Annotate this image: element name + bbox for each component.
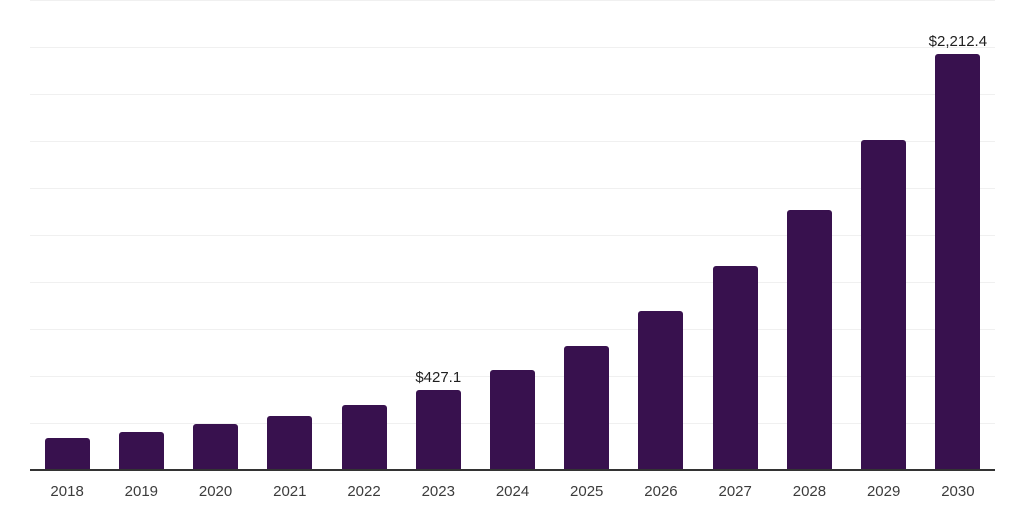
bar-2018[interactable]: [44, 438, 90, 470]
x-axis-label-2023: 2023: [421, 483, 455, 500]
bar-2026[interactable]: [638, 310, 684, 470]
gridline: [30, 141, 995, 142]
gridline: [30, 0, 995, 1]
bar-2025[interactable]: [564, 345, 610, 470]
x-axis-label-2019: 2019: [124, 483, 159, 500]
x-axis-label-2026: 2026: [644, 483, 678, 500]
bar-2029[interactable]: [861, 139, 907, 470]
gridline: [30, 188, 995, 189]
bar-2022[interactable]: [341, 404, 387, 470]
bar-2021[interactable]: [267, 416, 313, 470]
gridline: [30, 47, 995, 48]
x-axis-label-2025: 2025: [570, 483, 604, 500]
bar-2024[interactable]: [490, 369, 535, 470]
x-axis-label-2018: 2018: [50, 483, 84, 500]
bar-2019[interactable]: [118, 431, 164, 470]
gridline: [30, 329, 995, 330]
x-axis-label-2029: 2029: [866, 483, 901, 500]
x-axis-label-2030: 2030: [941, 483, 975, 500]
gridline: [30, 235, 995, 236]
x-axis-label-2027: 2027: [718, 483, 752, 500]
data-label-2023: $427.1: [415, 368, 462, 386]
x-axis-label-2024: 2024: [495, 483, 530, 500]
x-axis-line: [30, 469, 995, 471]
bar-2023[interactable]: [415, 389, 461, 470]
bar-2028[interactable]: [786, 209, 832, 470]
gridline: [30, 282, 995, 283]
x-axis-label-2020: 2020: [198, 483, 233, 500]
gridline: [30, 94, 995, 95]
bar-2027[interactable]: [712, 265, 758, 470]
data-label-2030: $2,212.4: [928, 33, 988, 51]
x-axis-label-2021: 2021: [273, 483, 307, 500]
bar-2020[interactable]: [193, 424, 239, 470]
x-axis-label-2022: 2022: [347, 483, 381, 500]
x-axis-label-2028: 2028: [792, 483, 827, 500]
bar-2030[interactable]: [935, 54, 981, 470]
